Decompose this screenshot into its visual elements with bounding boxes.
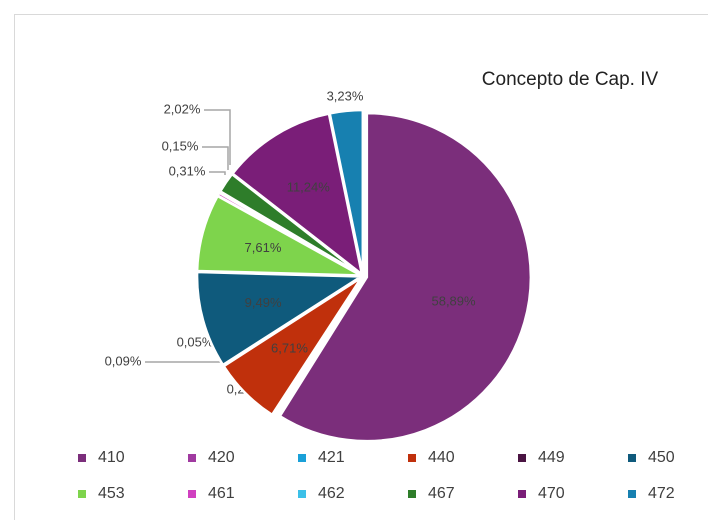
data-label: 58,89% [431,293,476,308]
data-label: 0,05% [177,334,214,349]
data-label: 2,02% [164,101,201,116]
legend-swatch [188,490,196,498]
data-label: 6,71% [271,341,308,356]
legend-label: 472 [648,485,675,502]
legend-label: 440 [428,449,455,466]
legend-label: 449 [538,449,565,466]
legend-swatch [628,490,636,498]
pie-slice [328,108,365,275]
legend-swatch [78,490,86,498]
legend-label: 420 [208,449,235,466]
chart-title: Concepto de Cap. IV [482,69,659,90]
data-label: 0,09% [105,353,142,368]
legend-swatch [518,490,526,498]
legend-label: 410 [98,449,125,466]
legend-swatch [78,454,86,462]
data-label: 7,61% [245,240,282,255]
legend-label: 453 [98,485,125,502]
legend-label: 450 [648,449,675,466]
chart-frame [14,14,708,520]
legend-label: 461 [208,485,235,502]
data-label: 9,49% [245,295,282,310]
data-label: 0,15% [162,138,199,153]
legend-label: 470 [538,485,565,502]
leader-line [202,146,229,170]
legend-swatch [298,454,306,462]
pie-slice [230,112,364,278]
leader-line [209,171,226,175]
legend-swatch [188,454,196,462]
legend-swatch [408,490,416,498]
leader-line [204,109,231,165]
legend-swatch [518,454,526,462]
legend-label: 467 [428,485,455,502]
legend-swatch [408,454,416,462]
data-label: 11,24% [287,179,331,194]
pie-slice [195,270,366,367]
legend-label: 421 [318,449,345,466]
pie-slice [278,111,533,443]
data-label: 0,31% [169,163,206,178]
legend-swatch [298,490,306,498]
legend-swatch [628,454,636,462]
legend-label: 462 [318,485,345,502]
data-label: 3,23% [327,88,364,103]
